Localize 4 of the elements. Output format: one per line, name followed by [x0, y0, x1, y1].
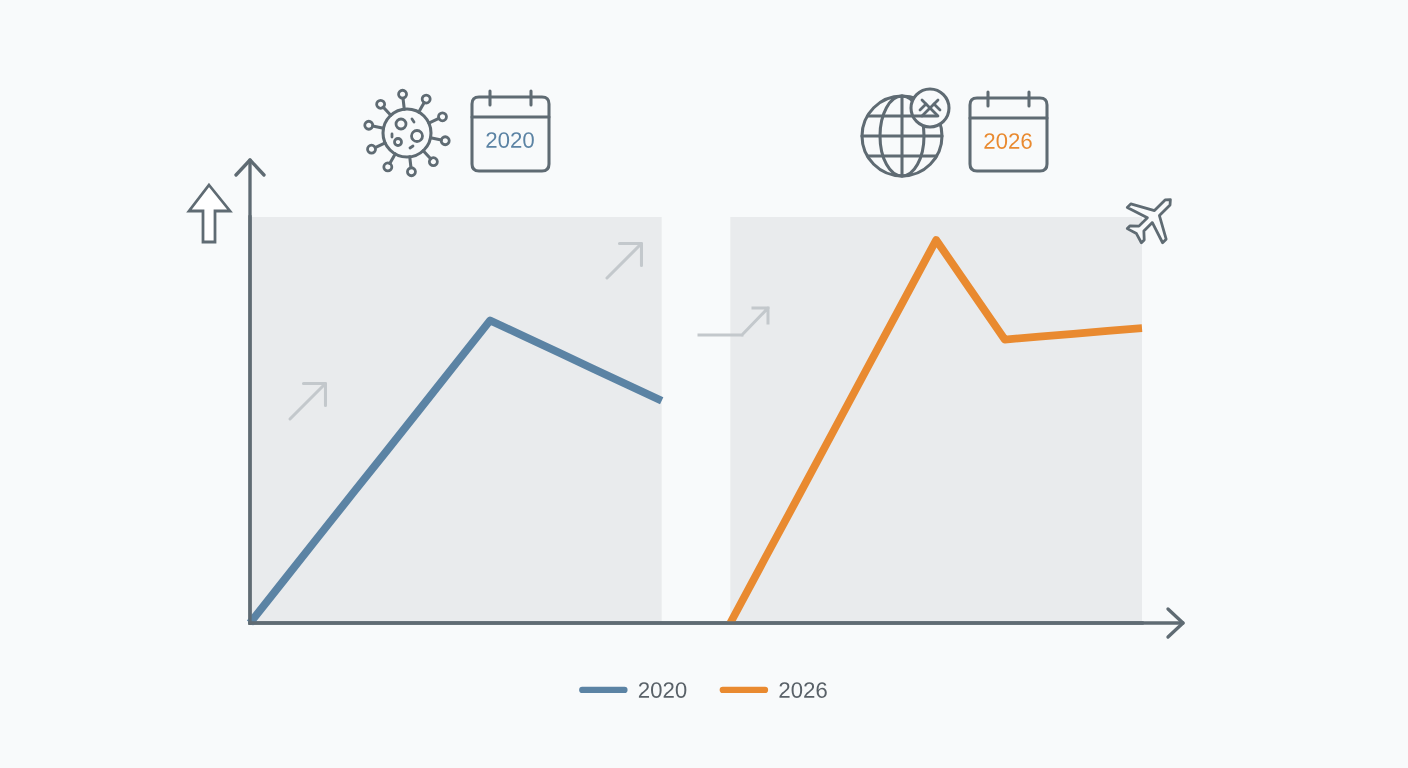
- text: 2020: [486, 132, 534, 148]
- legend-label: 2026: [779, 682, 827, 698]
- text: 2026: [984, 133, 1032, 149]
- legend-label: 2020: [638, 682, 687, 698]
